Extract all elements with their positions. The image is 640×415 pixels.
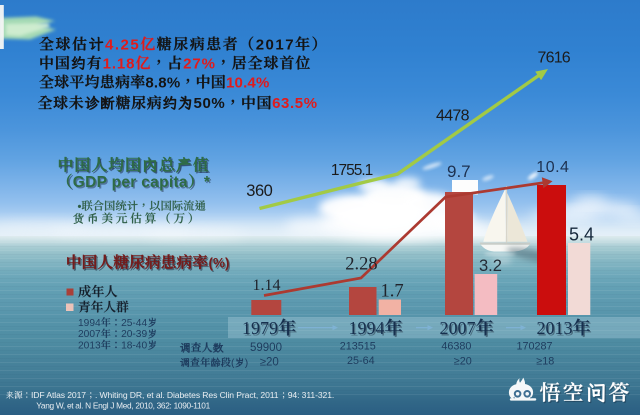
- svg-text:4.25: 4.25: [105, 36, 140, 53]
- svg-text:25-44: 25-44: [121, 318, 147, 329]
- svg-text:94: 311-321.: 94: 311-321.: [288, 390, 334, 400]
- svg-text:213515: 213515: [340, 341, 376, 353]
- svg-text:2013: 2013: [78, 341, 101, 352]
- svg-text:46380: 46380: [441, 341, 471, 353]
- svg-text:10.4: 10.4: [536, 159, 569, 176]
- svg-text:2007: 2007: [440, 318, 476, 338]
- svg-text:2013: 2013: [537, 318, 573, 338]
- svg-text:IDF Atlas 2017: IDF Atlas 2017: [31, 390, 86, 400]
- svg-text:1.7: 1.7: [381, 282, 404, 302]
- svg-text:2013: 2013: [538, 319, 574, 339]
- svg-text:*: *: [204, 174, 211, 191]
- svg-text:1994: 1994: [78, 318, 101, 329]
- svg-text:Yang W, et al. N Engl J Med, 2: Yang W, et al. N Engl J Med, 2010, 362: …: [36, 401, 210, 411]
- svg-text:1979: 1979: [242, 318, 278, 338]
- svg-text:1994: 1994: [349, 318, 385, 338]
- svg-text:. Whiting DR, et al. Diabetes: . Whiting DR, et al. Diabetes Res Clin P…: [95, 390, 279, 400]
- svg-text:9.7: 9.7: [447, 162, 471, 181]
- svg-text:2007: 2007: [78, 329, 101, 340]
- svg-text:25-64: 25-64: [347, 355, 375, 367]
- svg-text:•: •: [78, 201, 82, 213]
- svg-text:1.14: 1.14: [253, 277, 281, 294]
- svg-text:18-40: 18-40: [121, 341, 147, 352]
- svg-text:GDP per capita: GDP per capita: [74, 175, 189, 192]
- svg-text:(%): (%): [209, 256, 230, 271]
- svg-text:27%: 27%: [183, 55, 216, 72]
- svg-text:59900: 59900: [250, 342, 282, 354]
- svg-text:10.4%: 10.4%: [226, 74, 270, 91]
- svg-text:4478: 4478: [436, 108, 470, 125]
- svg-text:50%: 50%: [194, 95, 226, 112]
- svg-text:63.5%: 63.5%: [272, 95, 318, 112]
- svg-text:1755.1: 1755.1: [331, 162, 373, 179]
- svg-text:170287: 170287: [517, 341, 553, 353]
- svg-text:1.18: 1.18: [103, 55, 136, 72]
- svg-text:): ): [245, 358, 248, 369]
- svg-text:≥18: ≥18: [536, 356, 554, 368]
- svg-text:(%): (%): [210, 257, 231, 272]
- svg-text:2017: 2017: [256, 36, 295, 53]
- svg-text:(: (: [231, 358, 235, 369]
- svg-text:1979: 1979: [243, 319, 279, 339]
- svg-text:*: *: [205, 175, 212, 192]
- svg-text:360: 360: [246, 182, 272, 200]
- svg-text:8.8%: 8.8%: [145, 74, 180, 91]
- svg-text:2.28: 2.28: [345, 255, 377, 275]
- svg-text:≥20: ≥20: [260, 357, 279, 369]
- svg-text:≥20: ≥20: [454, 356, 472, 368]
- svg-text:3.2: 3.2: [479, 257, 502, 275]
- svg-text:1994: 1994: [350, 319, 386, 339]
- svg-text:5.4: 5.4: [569, 225, 594, 245]
- svg-text:20-39: 20-39: [121, 329, 147, 340]
- svg-text:GDP per capita: GDP per capita: [73, 174, 188, 191]
- svg-text:7616: 7616: [538, 50, 571, 67]
- svg-text:2007: 2007: [441, 319, 477, 339]
